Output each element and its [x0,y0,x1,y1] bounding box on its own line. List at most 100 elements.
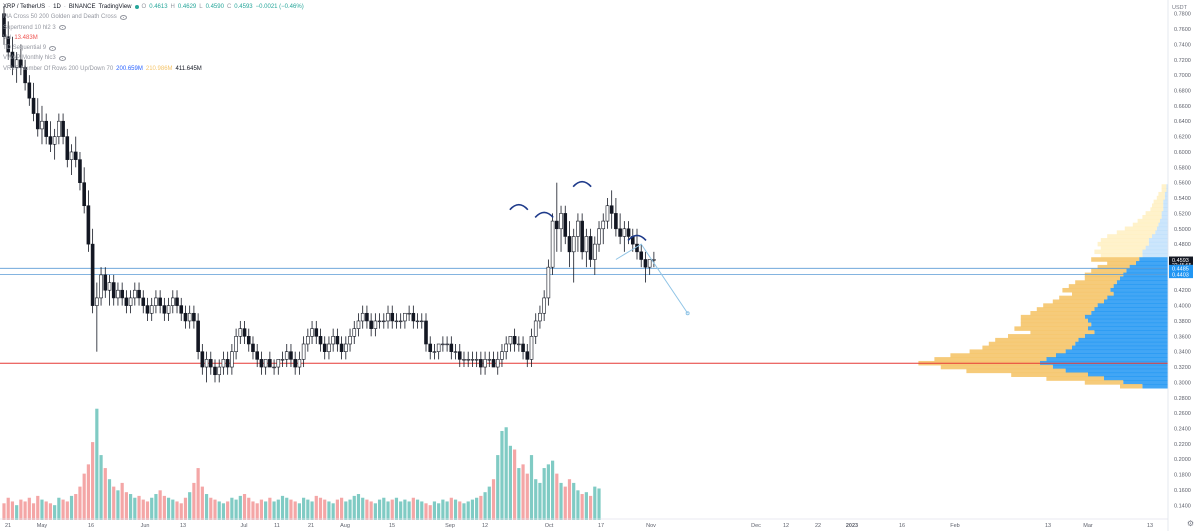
level-price-label: 0.4485 [1172,266,1189,272]
indicator-td-sequential[interactable]: TD Sequential 9 [3,43,304,53]
volume-bar [534,479,538,520]
candle-body [331,336,335,345]
indicator-vrvp[interactable]: VRVP Number Of Rows 200 Up/Down 70 200.6… [3,64,304,74]
volume-bar [162,495,166,520]
volume-profile-down-row [940,364,1053,370]
candle-body [61,120,65,137]
candle-body [487,359,492,361]
volume-bar [10,501,15,520]
candle-body [31,97,36,114]
candle-body [10,51,15,68]
candle-body [356,320,361,329]
candle-body [44,120,49,137]
candle-body [124,297,129,306]
volume-bar [327,501,331,520]
volume-bar [289,499,293,520]
candle-body [208,359,213,368]
volume-bar [496,455,500,520]
volume-bar [27,497,31,520]
eye-icon[interactable] [49,45,57,51]
candle-body [213,366,217,376]
volume-bar [559,482,563,520]
candle-body [647,259,652,268]
price-tick-label: 0.3400 [1174,350,1191,356]
symbol-title[interactable]: XRP / TetherUS [3,4,46,10]
candle-body [348,336,352,345]
volume-profile-down-row [966,368,1066,374]
time-tick-label: Oct [545,523,554,529]
price-tick-label: 0.4000 [1174,304,1191,310]
volume-profile-up-row [1088,372,1168,377]
volume-bar [344,501,348,520]
candle-body [626,228,631,237]
volume-profile-up-row [1161,214,1168,220]
volume-bar [576,490,580,520]
candle-body [462,359,466,361]
time-tick-label: Sep [445,523,455,529]
candle-body [306,336,310,345]
indicator-label: VRVP Number Of Rows 200 Up/Down 70 [3,65,114,72]
volume-profile-up-row [1164,191,1168,197]
price-tick-label: 0.6200 [1174,135,1191,141]
candle-body [394,320,399,323]
settings-gear-icon[interactable]: ⚙ [1186,519,1194,528]
candle-body [310,328,314,337]
volume-bar [255,503,259,520]
volume-bar [175,501,179,520]
candle-body [441,343,445,346]
indicator-supertrend[interactable]: Supertrend 10 hl2 3 [3,23,304,33]
volume-bar [453,499,458,520]
volume-bar [306,499,310,520]
indicator-volume[interactable]: Vol 13.483M [3,33,304,43]
volume-bar [369,501,373,520]
volume-bar [99,455,103,520]
price-tick-label: 0.4200 [1174,288,1191,294]
candle-body [158,297,162,306]
volume-bar [78,486,82,520]
price-tick-label: 0.1600 [1174,488,1191,494]
candle-body [272,366,276,369]
candle-body [390,312,395,322]
time-tick-label: 15 [389,523,395,529]
volume-profile-up-row [1104,299,1168,305]
candle-body [162,305,167,314]
volume-bar [521,464,525,520]
candle-body [381,320,386,323]
indicator-ma-cross[interactable]: MA Cross 50 200 Golden and Death Cross [3,12,304,22]
eye-icon[interactable] [119,14,127,20]
interval-label[interactable]: 1D [53,4,61,10]
candle-body [284,351,289,360]
volume-bar [268,497,272,520]
volume-bar [407,501,411,520]
volume-profile-up-row [1156,226,1168,232]
eye-icon[interactable] [58,56,66,62]
volume-bar [297,503,301,520]
volume-profile-down-row [1156,195,1165,201]
volume-bar [529,455,534,520]
volume-profile-down-row [950,353,1056,358]
volume-profile-down-row [1052,299,1104,305]
candle-body [525,351,530,360]
volume-profile-down-row [1158,191,1165,197]
candle-body [69,151,74,160]
volume-bar [323,499,327,520]
volume-bar [567,479,572,520]
volume-bar [209,497,213,520]
vrvp-down-value: 210.986M [145,65,173,72]
indicator-vwap[interactable]: VWAP Monthly hlc3 [3,53,304,63]
volume-profile-down-row [1075,280,1117,285]
candle-body [618,228,622,237]
candle-body [276,359,281,368]
volume-bar [112,486,116,520]
volume-profile-down-row [1161,188,1167,193]
eye-icon[interactable] [58,25,66,31]
candle-body [403,312,407,322]
volume-profile-down-row [1107,261,1136,266]
open-label: O [141,4,147,10]
volume-profile-down-row [1020,318,1088,324]
annotations [509,180,690,316]
volume-bar [466,501,470,520]
volume-profile-down-row [1132,222,1159,228]
volume-bar [19,499,23,520]
